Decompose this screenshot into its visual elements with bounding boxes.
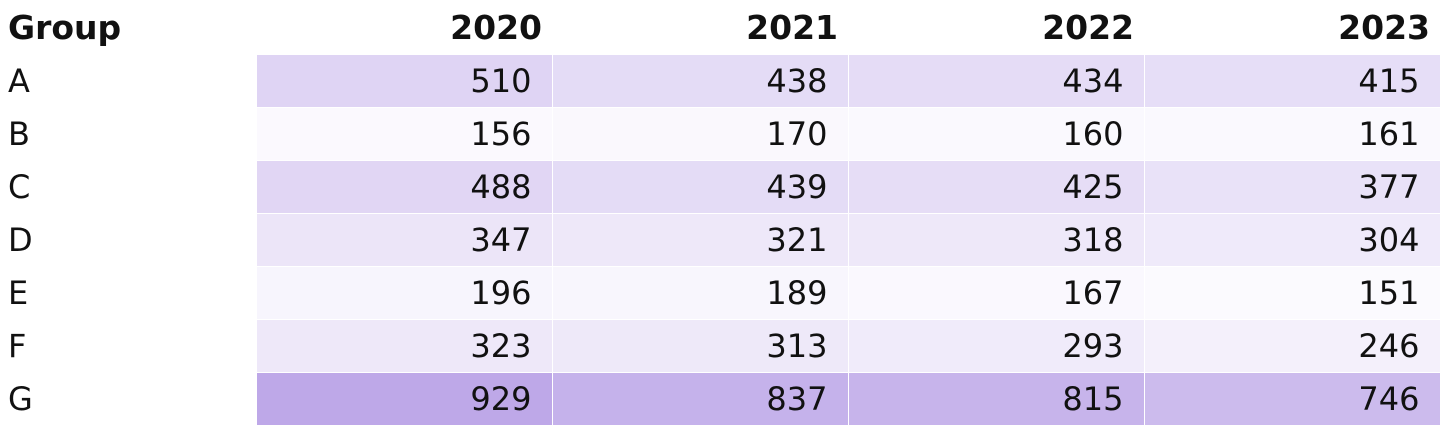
table-row: A 510 438 434 415 — [0, 54, 1440, 108]
row-header: Group — [8, 7, 122, 47]
row-label: E — [0, 266, 256, 320]
heatmap-cell: 170 — [551, 107, 849, 161]
heatmap-cell: 196 — [255, 266, 553, 320]
column-header: 2021 — [746, 7, 838, 47]
table-row: E 196 189 167 151 — [0, 266, 1440, 320]
heatmap-cell: 488 — [255, 160, 553, 214]
table-row: D 347 321 318 304 — [0, 213, 1440, 267]
header-row: Group 2020 2021 2022 2023 — [0, 0, 1440, 55]
table-row: C 488 439 425 377 — [0, 160, 1440, 214]
row-label: C — [0, 160, 256, 214]
heatmap-cell: 156 — [255, 107, 553, 161]
heatmap-cell: 439 — [551, 160, 849, 214]
table-row: F 323 313 293 246 — [0, 319, 1440, 373]
table-row: B 156 170 160 161 — [0, 107, 1440, 161]
row-label: B — [0, 107, 256, 161]
heatmap-cell: 815 — [847, 372, 1145, 426]
heatmap-cell: 304 — [1143, 213, 1440, 267]
heatmap-cell: 151 — [1143, 266, 1440, 320]
heatmap-cell: 318 — [847, 213, 1145, 267]
heatmap-cell: 510 — [255, 54, 553, 108]
column-header: 2022 — [1042, 7, 1134, 47]
heatmap-cell: 161 — [1143, 107, 1440, 161]
column-header: 2020 — [450, 7, 542, 47]
heatmap-body: A 510 438 434 415 B 156 170 160 161 C 488 439 425 377 D… — [0, 54, 1440, 426]
table-row: G 929 837 815 746 — [0, 372, 1440, 426]
heatmap-cell: 246 — [1143, 319, 1440, 373]
heatmap-cell: 189 — [551, 266, 849, 320]
column-header: 2023 — [1338, 7, 1430, 47]
row-label: F — [0, 319, 256, 373]
heatmap-cell: 438 — [551, 54, 849, 108]
heatmap-cell: 929 — [255, 372, 553, 426]
heatmap-cell: 313 — [551, 319, 849, 373]
heatmap-cell: 425 — [847, 160, 1145, 214]
heatmap-cell: 167 — [847, 266, 1145, 320]
heatmap-cell: 434 — [847, 54, 1145, 108]
heatmap-cell: 415 — [1143, 54, 1440, 108]
row-label: G — [0, 372, 256, 426]
heatmap-cell: 746 — [1143, 372, 1440, 426]
heatmap-cell: 347 — [255, 213, 553, 267]
heatmap-cell: 160 — [847, 107, 1145, 161]
row-label: A — [0, 54, 256, 108]
heatmap-cell: 293 — [847, 319, 1145, 373]
heatmap-cell: 837 — [551, 372, 849, 426]
heatmap-cell: 377 — [1143, 160, 1440, 214]
heatmap-cell: 323 — [255, 319, 553, 373]
row-label: D — [0, 213, 256, 267]
heatmap-cell: 321 — [551, 213, 849, 267]
